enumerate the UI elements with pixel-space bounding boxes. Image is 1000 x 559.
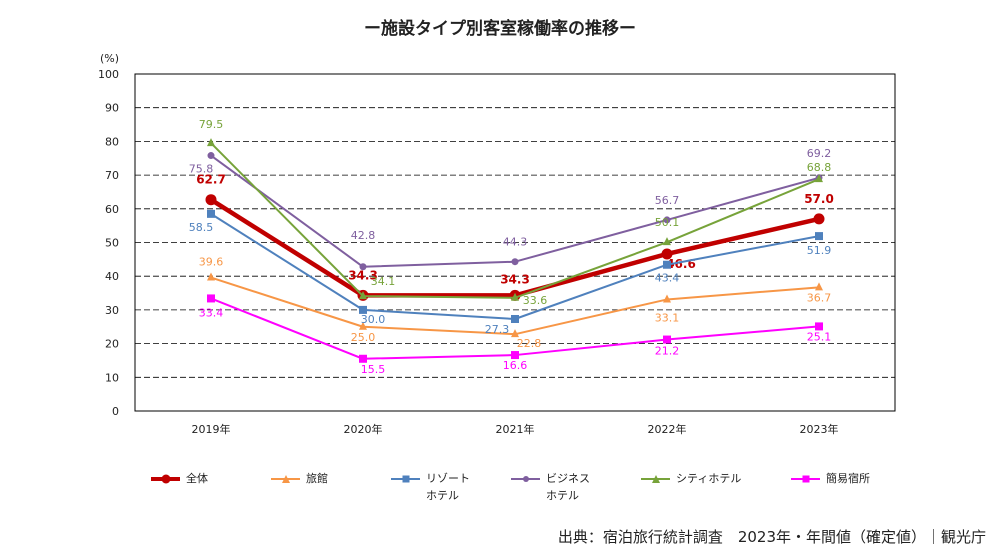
data-point <box>359 305 367 314</box>
data-point <box>207 294 215 303</box>
legend-label: ビジネス ホテル <box>546 472 590 502</box>
data-point <box>815 282 823 291</box>
data-label: 62.7 <box>196 173 226 187</box>
data-label: 36.7 <box>807 291 832 304</box>
y-tick-label: 90 <box>105 102 119 115</box>
data-point <box>359 321 367 330</box>
data-point <box>663 294 671 303</box>
y-tick-label: 100 <box>98 68 119 81</box>
data-label: 50.1 <box>655 216 680 229</box>
data-point <box>511 351 519 360</box>
data-point <box>511 258 519 266</box>
x-tick-label: 2020年 <box>344 422 383 436</box>
legend-swatch-marker <box>282 475 290 483</box>
data-label: 25.0 <box>351 331 376 344</box>
data-label: 34.1 <box>371 275 396 288</box>
data-label: 15.5 <box>361 363 386 376</box>
series-line-3 <box>210 213 820 320</box>
data-point <box>813 213 825 225</box>
y-tick-label: 40 <box>105 270 119 283</box>
legend-swatch <box>641 475 670 483</box>
legend-swatch-marker <box>161 474 171 484</box>
data-point <box>511 329 519 338</box>
legend-swatch <box>271 475 300 483</box>
data-point <box>511 292 519 301</box>
data-point <box>663 237 671 246</box>
legend-swatch <box>151 474 180 484</box>
data-label: 16.6 <box>503 359 528 372</box>
data-label: 58.5 <box>189 221 214 234</box>
data-point <box>661 248 673 260</box>
data-label: 34.3 <box>500 272 530 286</box>
y-tick-label: 60 <box>105 203 119 216</box>
data-label: 33.4 <box>199 306 224 319</box>
legend-label: 簡易宿所 <box>826 472 870 485</box>
data-label: 42.8 <box>351 229 376 242</box>
legend-swatch <box>511 476 540 482</box>
data-label: 33.6 <box>523 294 548 307</box>
y-tick-label: 20 <box>105 338 119 351</box>
legend-swatch-marker <box>523 476 529 482</box>
y-tick-label: 0 <box>112 405 119 418</box>
data-label: 68.8 <box>807 161 832 174</box>
y-tick-label: 80 <box>105 135 119 148</box>
data-point <box>207 272 215 281</box>
data-point <box>511 314 519 323</box>
data-label: 33.1 <box>655 311 680 324</box>
legend-swatch-marker <box>802 475 810 483</box>
data-label: 79.5 <box>199 118 224 131</box>
data-point <box>359 354 367 363</box>
legend-label: シティホテル <box>676 472 742 485</box>
y-tick-label: 30 <box>105 304 119 317</box>
legend-swatch-marker <box>652 475 660 483</box>
data-point <box>815 232 823 241</box>
line-chart: 0 10 20 30 40 50 60 70 80 90 100 (%) 2019年 2020年 2021年… <box>98 52 896 436</box>
y-tick-label: 70 <box>105 169 119 182</box>
data-label: 75.8 <box>189 163 214 176</box>
data-label: 43.4 <box>655 272 680 285</box>
data-point <box>663 335 671 344</box>
data-point <box>207 138 215 147</box>
x-tick-label: 2022年 <box>648 422 687 436</box>
data-label: 69.2 <box>807 147 832 160</box>
data-point <box>663 216 671 224</box>
data-point <box>815 322 823 331</box>
data-label: 22.8 <box>517 337 542 350</box>
series-line-4 <box>210 154 820 268</box>
x-tick-label: 2021年 <box>496 422 535 436</box>
y-tick-label: 10 <box>105 371 119 384</box>
legend-swatch <box>791 475 820 483</box>
data-point <box>815 174 823 183</box>
y-tick-label: 50 <box>105 237 119 250</box>
legend-label: 全体 <box>186 472 208 485</box>
data-point <box>359 291 367 300</box>
source-note: 出典：宿泊旅行統計調査 2023年・年間値（確定値）｜観光庁 <box>557 528 986 546</box>
data-label: 34.3 <box>348 268 378 282</box>
y-axis-label: (%) <box>100 52 119 65</box>
data-label: 51.9 <box>807 244 832 257</box>
legend-label: リゾート ホテル <box>426 472 470 502</box>
data-point <box>207 209 215 218</box>
data-label: 44.3 <box>503 236 528 249</box>
data-label: 57.0 <box>804 192 834 206</box>
data-label: 30.0 <box>361 313 386 326</box>
data-label: 39.6 <box>199 256 224 269</box>
legend-label: 旅館 <box>306 472 328 485</box>
chart-title: ー施設タイプ別客室稼働率の推移ー <box>364 19 636 39</box>
legend-swatch <box>391 475 420 483</box>
data-label: 21.2 <box>655 345 680 358</box>
x-tick-label: 2023年 <box>800 422 839 436</box>
chart-legend: 全体 旅館 リゾート ホテル ビジネス ホテル シティホテル 簡易宿所 <box>150 470 910 510</box>
data-point <box>359 263 367 271</box>
data-point <box>663 260 671 269</box>
data-label: 56.7 <box>655 194 680 207</box>
data-point <box>207 152 215 160</box>
x-tick-label: 2019年 <box>192 422 231 436</box>
data-label: 25.1 <box>807 330 832 343</box>
data-label: 27.3 <box>485 323 510 336</box>
data-point <box>205 194 217 206</box>
legend-swatch-marker <box>402 475 410 483</box>
